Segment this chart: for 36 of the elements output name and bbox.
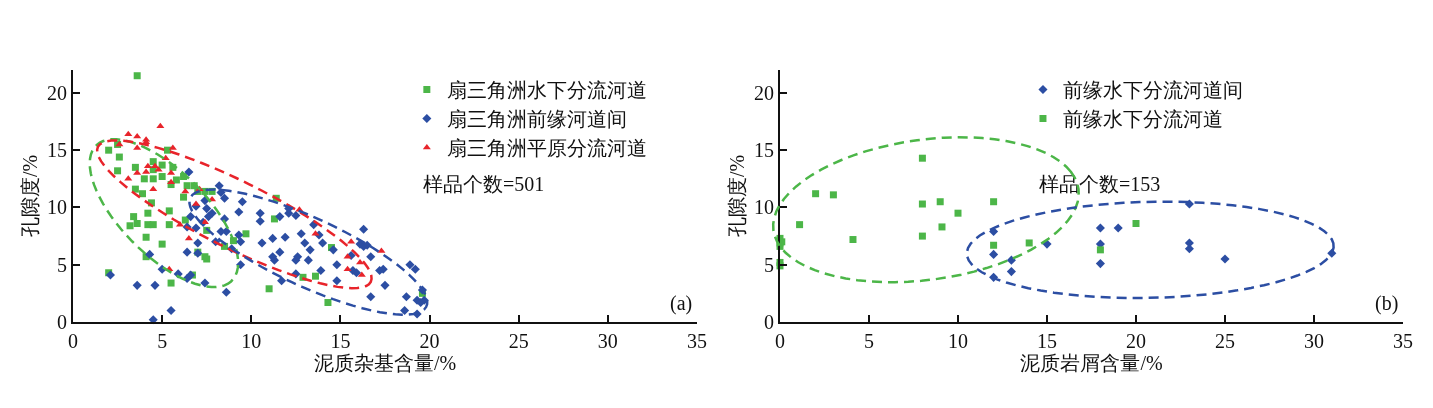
- x-axis-title: 泥质岩屑含量/%: [1020, 352, 1163, 374]
- x-tick-label: 25: [508, 330, 529, 352]
- x-tick-label: 5: [864, 330, 874, 352]
- legend-label: 前缘水下分流河道: [1062, 108, 1223, 131]
- x-tick-label: 20: [419, 330, 440, 352]
- x-tick-label: 10: [948, 330, 968, 352]
- x-tick-label: 5: [157, 330, 168, 352]
- y-axis-title: 孔隙度/%: [726, 154, 748, 238]
- legend-label: 扇三角洲平原分流河道: [446, 137, 647, 160]
- annotation: 样品个数=501: [423, 173, 545, 195]
- legend-label: 扇三角洲水下分流河道: [446, 79, 647, 102]
- annotation: (b): [1375, 292, 1399, 315]
- y-tick-label: 10: [754, 196, 774, 219]
- x-tick-label: 15: [1037, 330, 1057, 352]
- y-axis-title: 孔隙度/%: [19, 154, 41, 238]
- x-tick-label: 35: [1393, 330, 1413, 352]
- x-tick-label: 15: [330, 330, 351, 352]
- legend-label: 扇三角洲前缘河道间: [446, 108, 627, 131]
- legend-label: 前缘水下分流河道间: [1062, 79, 1243, 102]
- y-tick-label: 0: [57, 311, 67, 333]
- x-tick-label: 35: [687, 330, 707, 352]
- x-tick-label: 30: [1304, 330, 1324, 352]
- x-tick-label: 30: [597, 330, 618, 352]
- x-tick-label: 10: [241, 330, 262, 352]
- y-tick-label: 20: [754, 81, 774, 104]
- y-tick-label: 15: [47, 139, 67, 162]
- y-tick-label: 10: [47, 196, 67, 219]
- x-tick-label: 20: [1126, 330, 1146, 352]
- annotation: (a): [670, 292, 693, 315]
- y-tick-label: 15: [754, 139, 774, 162]
- y-tick-label: 5: [57, 253, 67, 276]
- x-axis-title: 泥质杂基含量/%: [313, 352, 457, 374]
- y-tick-label: 20: [47, 81, 67, 104]
- x-tick-label: 25: [1215, 330, 1235, 352]
- y-tick-label: 0: [764, 311, 774, 333]
- y-tick-label: 5: [764, 253, 774, 276]
